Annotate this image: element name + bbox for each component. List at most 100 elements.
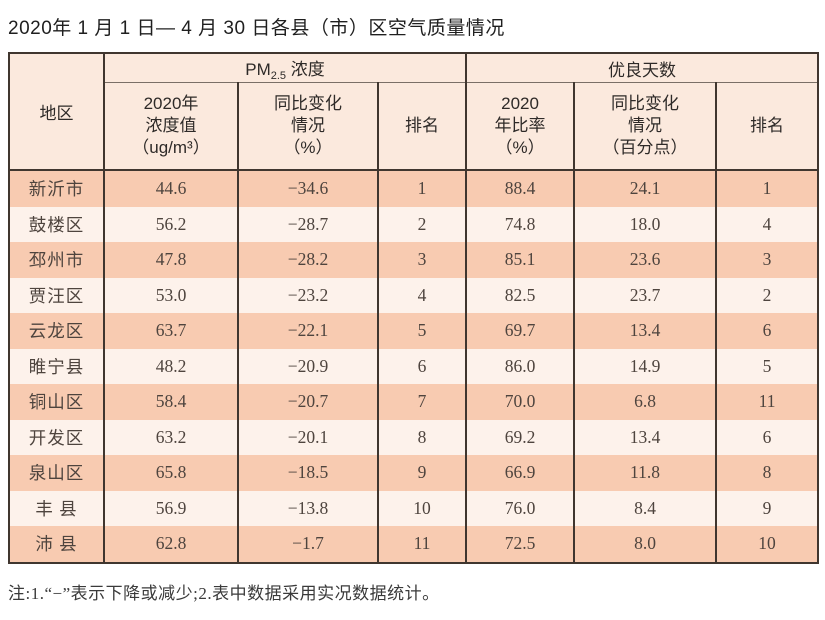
good-rate-cell: 69.7 <box>465 313 575 349</box>
table-row: 邳州市 47.8 −28.2 3 85.1 23.6 3 <box>8 242 819 278</box>
table-row: 贾汪区 53.0 −23.2 4 82.5 23.7 2 <box>8 277 819 313</box>
pm-rank-cell: 2 <box>376 206 467 242</box>
pm-change-cell: −20.9 <box>237 348 378 384</box>
good-rate-cell: 82.5 <box>465 277 575 313</box>
pm-change-cell: −20.1 <box>237 419 378 455</box>
good-change-cell: 8.4 <box>573 490 717 526</box>
pm-rank-cell: 3 <box>376 242 467 278</box>
table-header: 地区 PM2.5 浓度 优良天数 2020年 浓度值 （ug/m³） 同比变化 … <box>8 53 819 171</box>
good-change-cell: 6.8 <box>573 384 717 420</box>
table-row: 沛 县 62.8 −1.7 11 72.5 8.0 10 <box>8 526 819 563</box>
region-cell: 泉山区 <box>8 455 104 491</box>
table-row: 丰 县 56.9 −13.8 10 76.0 8.4 9 <box>8 490 819 526</box>
pm-change-cell: −34.6 <box>237 170 378 207</box>
pm-rank-cell: 1 <box>376 170 467 207</box>
pm-change-cell: −22.1 <box>237 313 378 349</box>
good-rank-cell: 3 <box>715 242 819 278</box>
header-group-row: 地区 PM2.5 浓度 优良天数 <box>8 53 819 171</box>
pm-value-cell: 63.2 <box>103 419 238 455</box>
good-change-cell: 8.0 <box>573 526 717 563</box>
good-change-cell: 13.4 <box>573 419 717 455</box>
good-rank-cell: 2 <box>715 277 819 313</box>
good-rate-cell: 69.2 <box>465 419 575 455</box>
table-row: 铜山区 58.4 −20.7 7 70.0 6.8 11 <box>8 384 819 420</box>
good-change-cell: 18.0 <box>573 206 717 242</box>
table-body: 新沂市 44.6 −34.6 1 88.4 24.1 1 鼓楼区 56.2 −2… <box>8 170 819 563</box>
header-sub-row: 2020年 浓度值 （ug/m³） 同比变化 情况 （%） 排名 2020 年比… <box>9 82 819 171</box>
pm-change-cell: −1.7 <box>237 526 378 563</box>
good-rate-cell: 86.0 <box>465 348 575 384</box>
region-cell: 睢宁县 <box>8 348 104 384</box>
table-row: 开发区 63.2 −20.1 8 69.2 13.4 6 <box>8 419 819 455</box>
header-pm-rank: 排名 <box>376 82 467 171</box>
pm-value-cell: 63.7 <box>103 313 238 349</box>
pm-change-cell: −23.2 <box>237 277 378 313</box>
pm25-label-suffix: 浓度 <box>286 59 325 79</box>
pm-change-cell: −28.7 <box>237 206 378 242</box>
good-rank-cell: 6 <box>715 313 819 349</box>
table-footnote: 注:1.“−”表示下降或减少;2.表中数据采用实况数据统计。 <box>8 583 440 603</box>
table-row: 睢宁县 48.2 −20.9 6 86.0 14.9 5 <box>8 348 819 384</box>
header-region: 地区 <box>8 53 104 171</box>
pm-change-cell: −20.7 <box>237 384 378 420</box>
pm-rank-cell: 6 <box>376 348 467 384</box>
region-cell: 新沂市 <box>8 170 104 207</box>
good-rank-cell: 10 <box>715 526 819 563</box>
pm25-subscript: 2.5 <box>270 69 287 82</box>
good-change-cell: 11.8 <box>573 455 717 491</box>
table-row: 云龙区 63.7 −22.1 5 69.7 13.4 6 <box>8 313 819 349</box>
pm-value-cell: 65.8 <box>103 455 238 491</box>
pm-value-cell: 44.6 <box>103 170 238 207</box>
header-pm-change: 同比变化 情况 （%） <box>237 82 378 171</box>
header-good-rank: 排名 <box>715 82 819 171</box>
good-rate-cell: 74.8 <box>465 206 575 242</box>
region-cell: 沛 县 <box>8 526 104 563</box>
region-cell: 贾汪区 <box>8 277 104 313</box>
good-rate-cell: 88.4 <box>465 170 575 207</box>
header-good-change: 同比变化 情况 （百分点） <box>573 82 717 171</box>
pm-rank-cell: 8 <box>376 419 467 455</box>
header-good-days-group: 优良天数 <box>465 53 819 83</box>
good-rank-cell: 6 <box>715 419 819 455</box>
table-row: 新沂市 44.6 −34.6 1 88.4 24.1 1 <box>8 170 819 207</box>
good-change-cell: 23.7 <box>573 277 717 313</box>
pm-value-cell: 48.2 <box>103 348 238 384</box>
pm-rank-cell: 9 <box>376 455 467 491</box>
good-rank-cell: 1 <box>715 170 819 207</box>
pm-change-cell: −18.5 <box>237 455 378 491</box>
header-pm-value: 2020年 浓度值 （ug/m³） <box>103 82 238 171</box>
good-rate-cell: 85.1 <box>465 242 575 278</box>
pm-value-cell: 47.8 <box>103 242 238 278</box>
good-change-cell: 23.6 <box>573 242 717 278</box>
pm-change-cell: −28.2 <box>237 242 378 278</box>
header-pm25-group: PM2.5 浓度 <box>102 53 467 83</box>
good-rate-cell: 72.5 <box>465 526 575 563</box>
good-rate-cell: 66.9 <box>465 455 575 491</box>
good-rate-cell: 70.0 <box>465 384 575 420</box>
good-rank-cell: 4 <box>715 206 819 242</box>
pm-change-cell: −13.8 <box>237 490 378 526</box>
pm-rank-cell: 4 <box>376 277 467 313</box>
pm-rank-cell: 10 <box>376 490 467 526</box>
region-cell: 邳州市 <box>8 242 104 278</box>
good-change-cell: 14.9 <box>573 348 717 384</box>
region-cell: 丰 县 <box>8 490 104 526</box>
good-change-cell: 13.4 <box>573 313 717 349</box>
pm-value-cell: 58.4 <box>103 384 238 420</box>
pm-rank-cell: 5 <box>376 313 467 349</box>
table-row: 鼓楼区 56.2 −28.7 2 74.8 18.0 4 <box>8 206 819 242</box>
region-cell: 云龙区 <box>8 313 104 349</box>
good-rank-cell: 9 <box>715 490 819 526</box>
pm25-label-prefix: PM <box>245 59 271 79</box>
good-rank-cell: 5 <box>715 348 819 384</box>
pm-rank-cell: 7 <box>376 384 467 420</box>
region-cell: 铜山区 <box>8 384 104 420</box>
pm-rank-cell: 11 <box>376 526 467 563</box>
region-cell: 鼓楼区 <box>8 206 104 242</box>
pm-value-cell: 56.9 <box>103 490 238 526</box>
region-cell: 开发区 <box>8 419 104 455</box>
good-rank-cell: 11 <box>715 384 819 420</box>
good-change-cell: 24.1 <box>573 170 717 207</box>
header-good-rate: 2020 年比率 （%） <box>465 82 575 171</box>
page-title: 2020年 1 月 1 日— 4 月 30 日各县（市）区空气质量情况 <box>8 18 505 39</box>
